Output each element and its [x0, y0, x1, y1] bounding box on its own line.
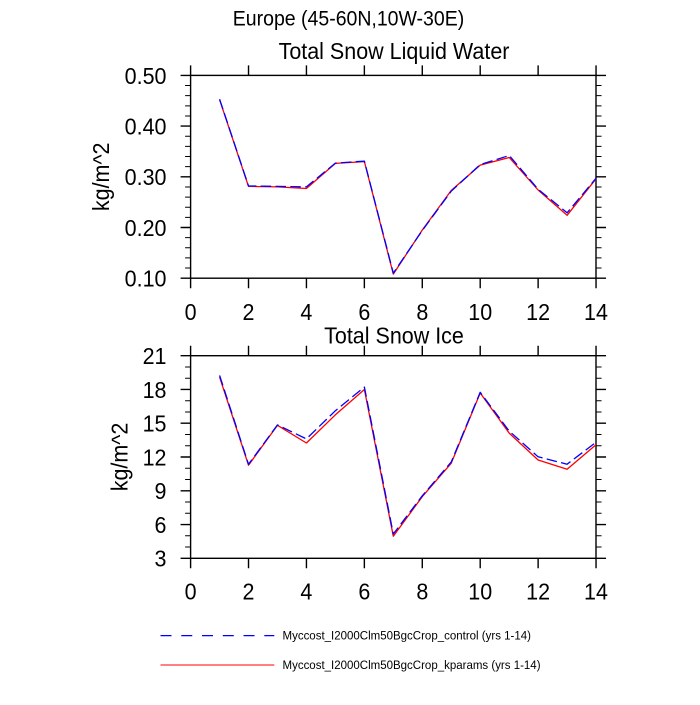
svg-text:15: 15 — [143, 411, 167, 437]
svg-text:10: 10 — [468, 299, 492, 325]
svg-text:0: 0 — [185, 299, 197, 325]
svg-text:0.10: 0.10 — [125, 266, 167, 292]
svg-text:2: 2 — [243, 299, 255, 325]
svg-text:3: 3 — [155, 546, 167, 572]
svg-text:8: 8 — [416, 579, 428, 605]
svg-text:Myccost_I2000Clm50BgcCrop_kpar: Myccost_I2000Clm50BgcCrop_kparams (yrs 1… — [283, 657, 541, 672]
svg-text:4: 4 — [300, 579, 312, 605]
svg-text:Total Snow Liquid Water: Total Snow Liquid Water — [279, 38, 510, 64]
svg-text:14: 14 — [584, 299, 608, 325]
svg-text:2: 2 — [243, 579, 255, 605]
svg-text:Total Snow Ice: Total Snow Ice — [324, 323, 464, 349]
svg-text:Myccost_I2000Clm50BgcCrop_cont: Myccost_I2000Clm50BgcCrop_control (yrs 1… — [283, 628, 531, 643]
svg-text:0: 0 — [185, 579, 197, 605]
svg-text:12: 12 — [143, 445, 167, 471]
svg-text:8: 8 — [416, 299, 428, 325]
svg-text:0.50: 0.50 — [125, 63, 167, 89]
svg-text:0.40: 0.40 — [125, 114, 167, 140]
svg-text:10: 10 — [468, 579, 492, 605]
svg-text:18: 18 — [143, 377, 167, 403]
svg-text:kg/m^2: kg/m^2 — [88, 143, 114, 212]
svg-text:4: 4 — [300, 299, 312, 325]
svg-text:14: 14 — [584, 579, 608, 605]
svg-text:kg/m^2: kg/m^2 — [107, 423, 133, 492]
svg-text:12: 12 — [526, 299, 550, 325]
svg-text:9: 9 — [155, 478, 167, 504]
svg-text:0.30: 0.30 — [125, 164, 167, 190]
svg-text:0.20: 0.20 — [125, 215, 167, 241]
svg-text:6: 6 — [155, 512, 167, 538]
svg-text:12: 12 — [526, 579, 550, 605]
svg-text:6: 6 — [358, 299, 370, 325]
svg-text:21: 21 — [143, 343, 167, 369]
svg-text:6: 6 — [358, 579, 370, 605]
svg-text:Europe (45-60N,10W-30E): Europe (45-60N,10W-30E) — [233, 8, 464, 31]
